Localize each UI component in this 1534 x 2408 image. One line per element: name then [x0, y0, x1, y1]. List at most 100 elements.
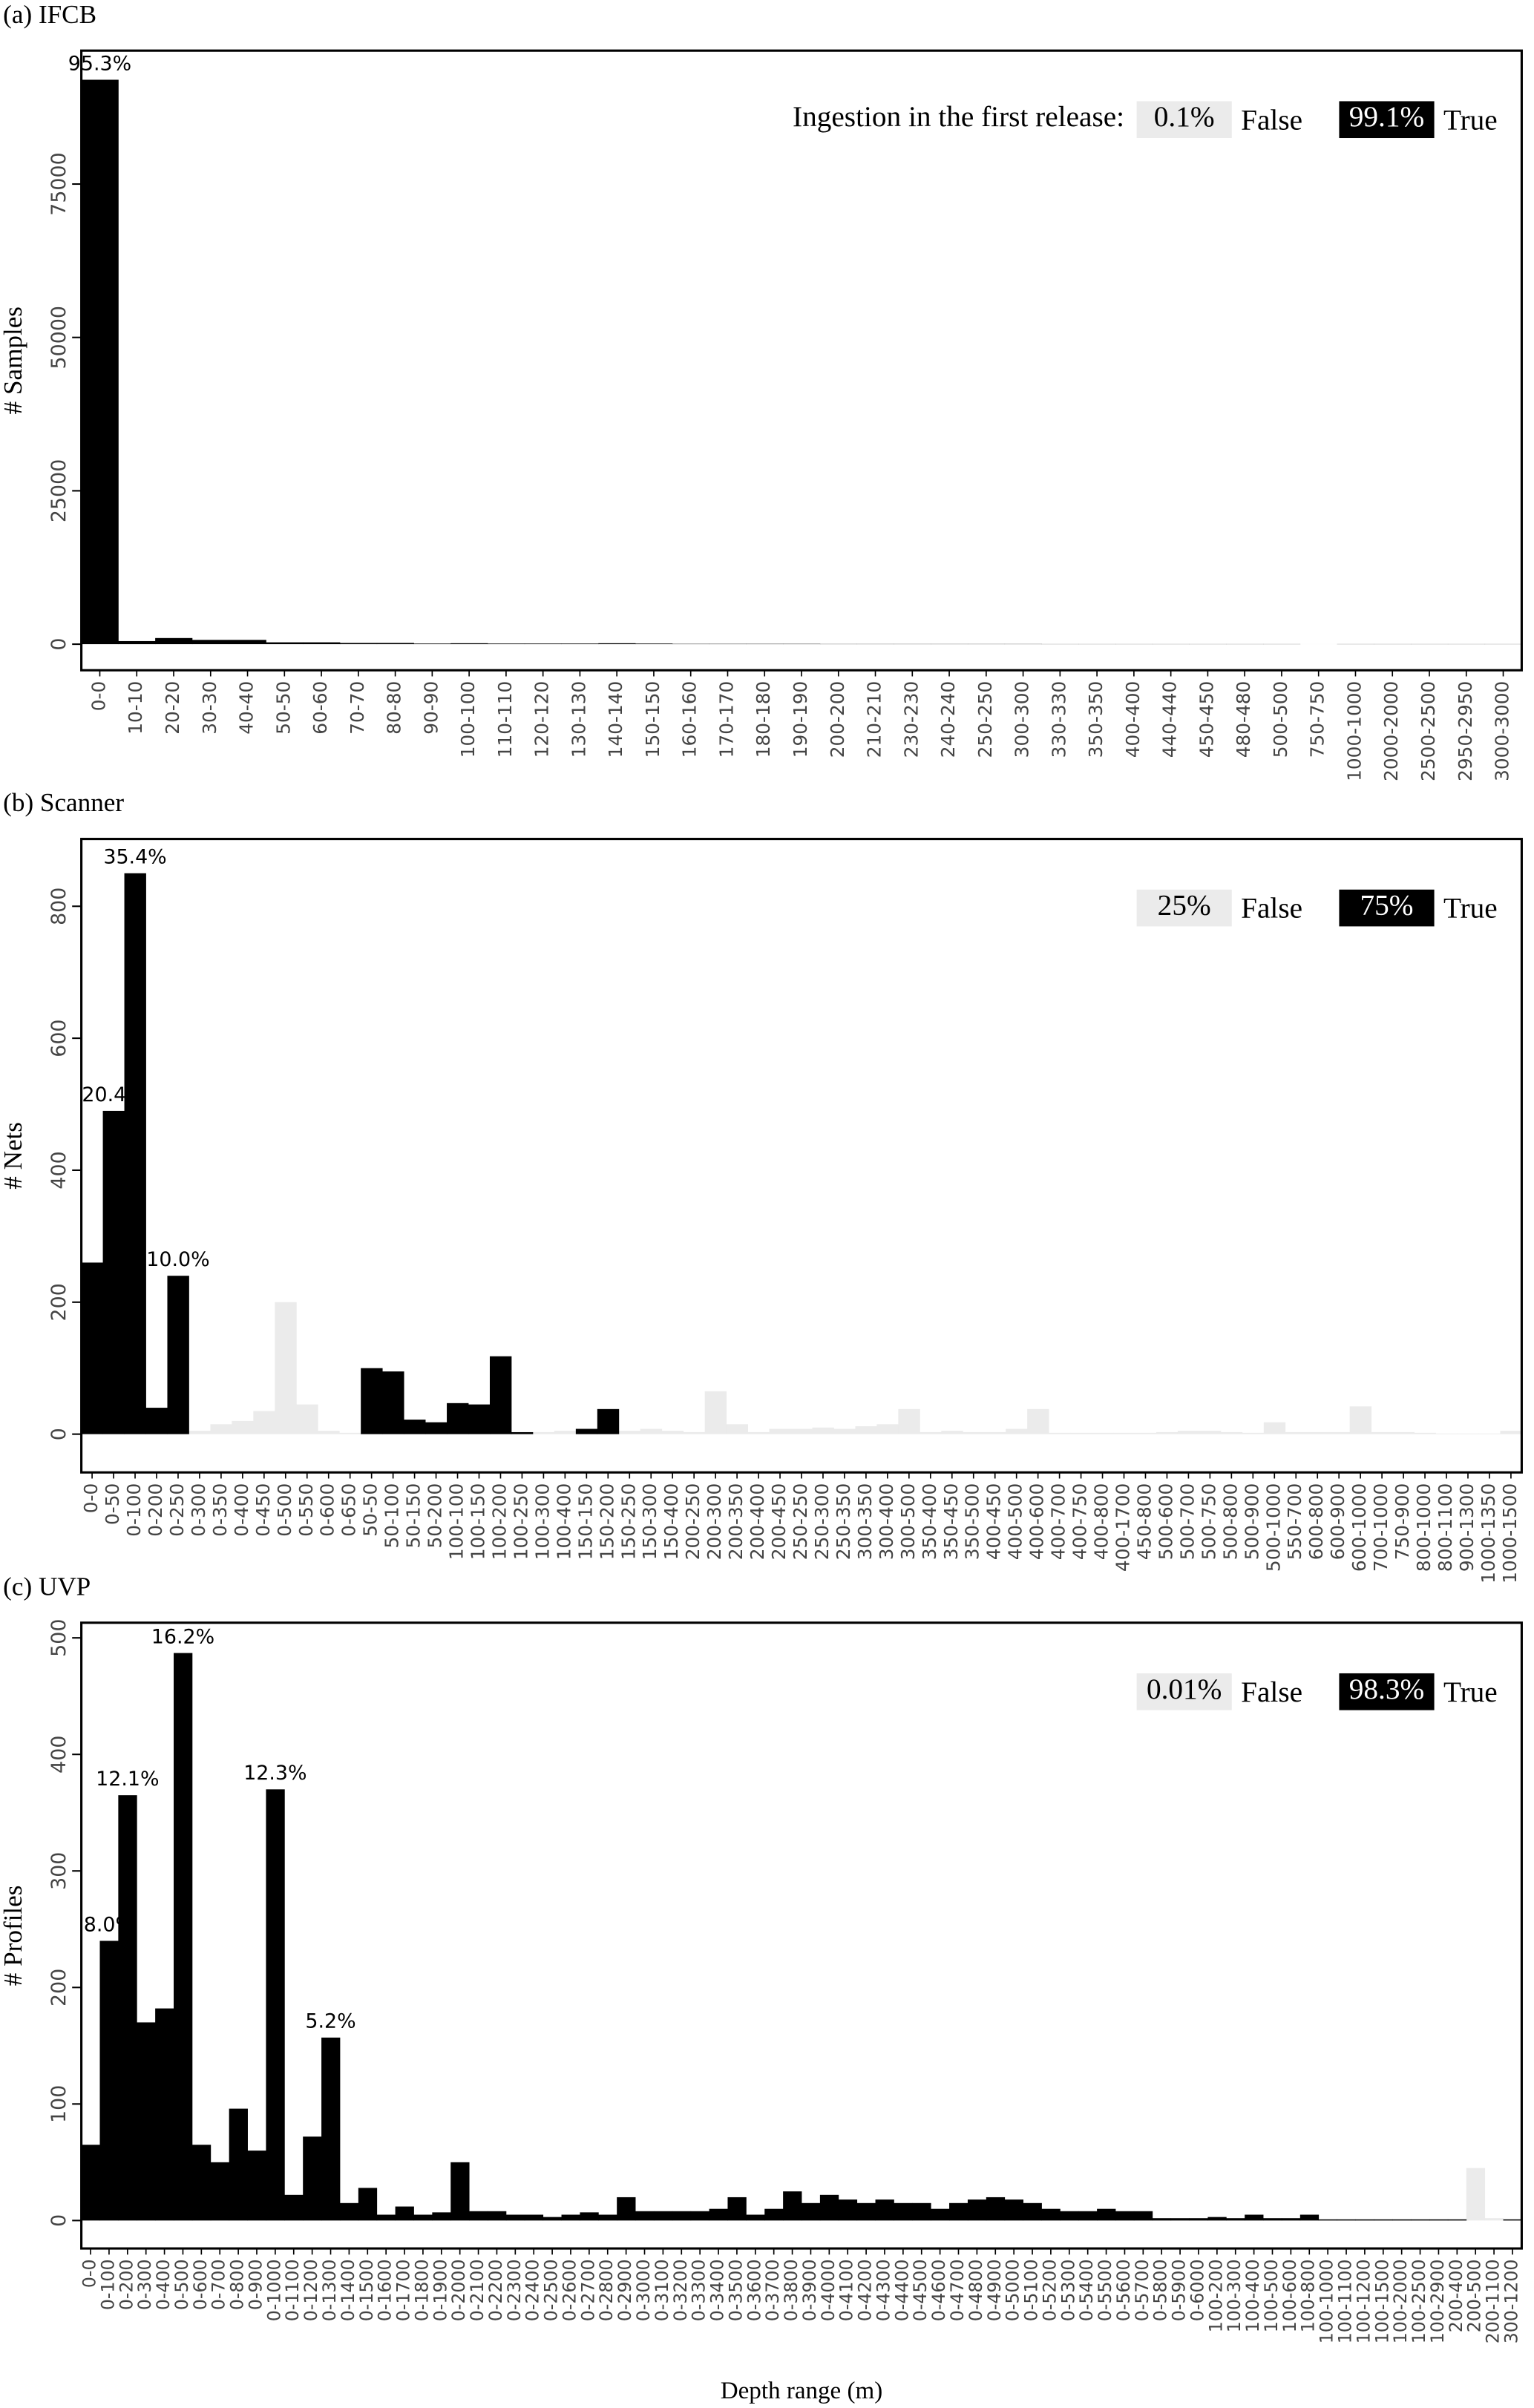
bar: [1092, 1432, 1114, 1434]
x-tick-label: 0-0: [80, 1483, 102, 1514]
x-tick-label: 200-400: [1446, 2260, 1466, 2333]
bar: [489, 1356, 512, 1434]
x-tick-label: 0-1500: [356, 2260, 377, 2322]
bar: [318, 1431, 340, 1434]
x-tick-label: 250-250: [790, 1483, 811, 1561]
bar: [1242, 1432, 1265, 1434]
bar: [382, 1371, 404, 1434]
x-tick-label: 0-5400: [1076, 2260, 1097, 2322]
bar: [709, 2208, 728, 2221]
bar: [1355, 2219, 1374, 2221]
bar: [1134, 1432, 1157, 1434]
bar: [275, 1302, 297, 1434]
bar: [598, 643, 636, 645]
x-tick-label: 190-190: [790, 681, 811, 758]
bar: [704, 1391, 727, 1434]
bar: [561, 2214, 580, 2221]
bar: [561, 643, 599, 645]
legend-label: True: [1443, 104, 1498, 136]
y-axis-title: # Samples: [0, 306, 27, 414]
bar: [1027, 1408, 1049, 1434]
x-tick-label: 150-400: [661, 1483, 682, 1561]
x-tick-label: 600-900: [1327, 1483, 1348, 1561]
y-axis-title: # Profiles: [0, 1886, 27, 1987]
bar-annotation: 95.3%: [68, 52, 131, 75]
panel-title: (a) IFCB: [3, 0, 96, 29]
bar: [672, 2211, 692, 2221]
bar: [468, 1404, 491, 1434]
bar: [232, 1420, 254, 1434]
bar: [931, 2208, 950, 2221]
bar: [1199, 1431, 1222, 1434]
bar: [653, 2211, 673, 2221]
bar: [635, 643, 673, 645]
legend-label: False: [1241, 104, 1302, 136]
x-tick-label: 500-500: [1270, 681, 1291, 758]
bar: [210, 2162, 230, 2221]
x-tick-label: 0-2600: [559, 2260, 580, 2322]
x-tick-label: 0-2000: [448, 2260, 469, 2322]
x-tick-label: 120-120: [531, 681, 553, 758]
bar: [1115, 2211, 1135, 2221]
bar: [155, 637, 193, 645]
bar-annotation: 8.0%: [84, 1913, 134, 1936]
x-tick-label: 0-550: [295, 1483, 317, 1537]
bar: [1349, 1406, 1372, 1434]
y-tick-label: 300: [47, 1852, 71, 1890]
bar: [618, 1431, 641, 1434]
x-tick-label: 3000-3000: [1492, 681, 1513, 781]
x-tick-label: 0-300: [134, 2260, 155, 2311]
bar: [747, 1431, 770, 1434]
x-tick-label: 30-30: [199, 681, 220, 735]
panel: (a) IFCB 0 25000 50000 75000 # Samples 0-0 10-1…: [0, 0, 1523, 781]
bar: [984, 1431, 1006, 1434]
bar: [617, 2197, 636, 2221]
x-tick-label: 0-50: [102, 1483, 123, 1525]
bar: [575, 1428, 598, 1434]
x-tick-label: 0-3000: [633, 2260, 654, 2322]
y-tick-label: 400: [47, 1151, 71, 1189]
x-tick-label: 2000-2000: [1380, 681, 1402, 781]
bar: [210, 1424, 232, 1434]
x-tick-label: 50-200: [425, 1483, 446, 1549]
legend-swatch: [1339, 101, 1435, 139]
bar: [145, 1408, 168, 1434]
x-tick-label: 200-500: [1464, 2260, 1485, 2333]
x-tick-label: 350-400: [919, 1483, 940, 1561]
bar: [661, 1431, 684, 1434]
x-tick-label: 0-800: [227, 2260, 248, 2311]
bar: [819, 2194, 839, 2221]
bar: [339, 1432, 361, 1434]
bar: [339, 643, 378, 645]
x-tick-label: 0-4300: [873, 2260, 894, 2322]
x-tick-label: 110-110: [494, 681, 516, 758]
bar: [769, 1428, 791, 1434]
x-tick-label: 350-350: [1085, 681, 1107, 758]
x-tick-label: 100-1200: [1353, 2260, 1374, 2344]
x-tick-label: 250-350: [833, 1483, 854, 1561]
legend-share: 0.1%: [1154, 101, 1215, 133]
x-tick-label: 440-440: [1159, 681, 1181, 758]
x-tick-label: 500-1000: [1262, 1483, 1284, 1572]
bar: [894, 2202, 913, 2221]
x-tick-label: 100-200: [1205, 2260, 1226, 2333]
bar: [802, 2202, 821, 2221]
bar: [189, 1431, 211, 1434]
plot-frame: [80, 838, 1523, 1474]
x-tick-label: 130-130: [568, 681, 589, 758]
bar: [1041, 2208, 1061, 2221]
x-tick-label: 50-100: [381, 1483, 403, 1549]
bar: [1177, 1431, 1200, 1434]
bar: [155, 2008, 174, 2221]
x-tick-label: 0-3100: [652, 2260, 672, 2322]
x-tick-label: 0-600: [190, 2260, 211, 2311]
x-tick-label: 100-400: [1242, 2260, 1263, 2333]
x-tick-label: 450-450: [1196, 681, 1217, 758]
bar: [469, 2211, 488, 2221]
x-tick-label: 550-700: [1284, 1483, 1305, 1561]
x-tick-label: 400-600: [1026, 1483, 1048, 1561]
x-tick-label: 100-1100: [1335, 2260, 1356, 2344]
x-tick-label: 500-900: [1241, 1483, 1262, 1561]
